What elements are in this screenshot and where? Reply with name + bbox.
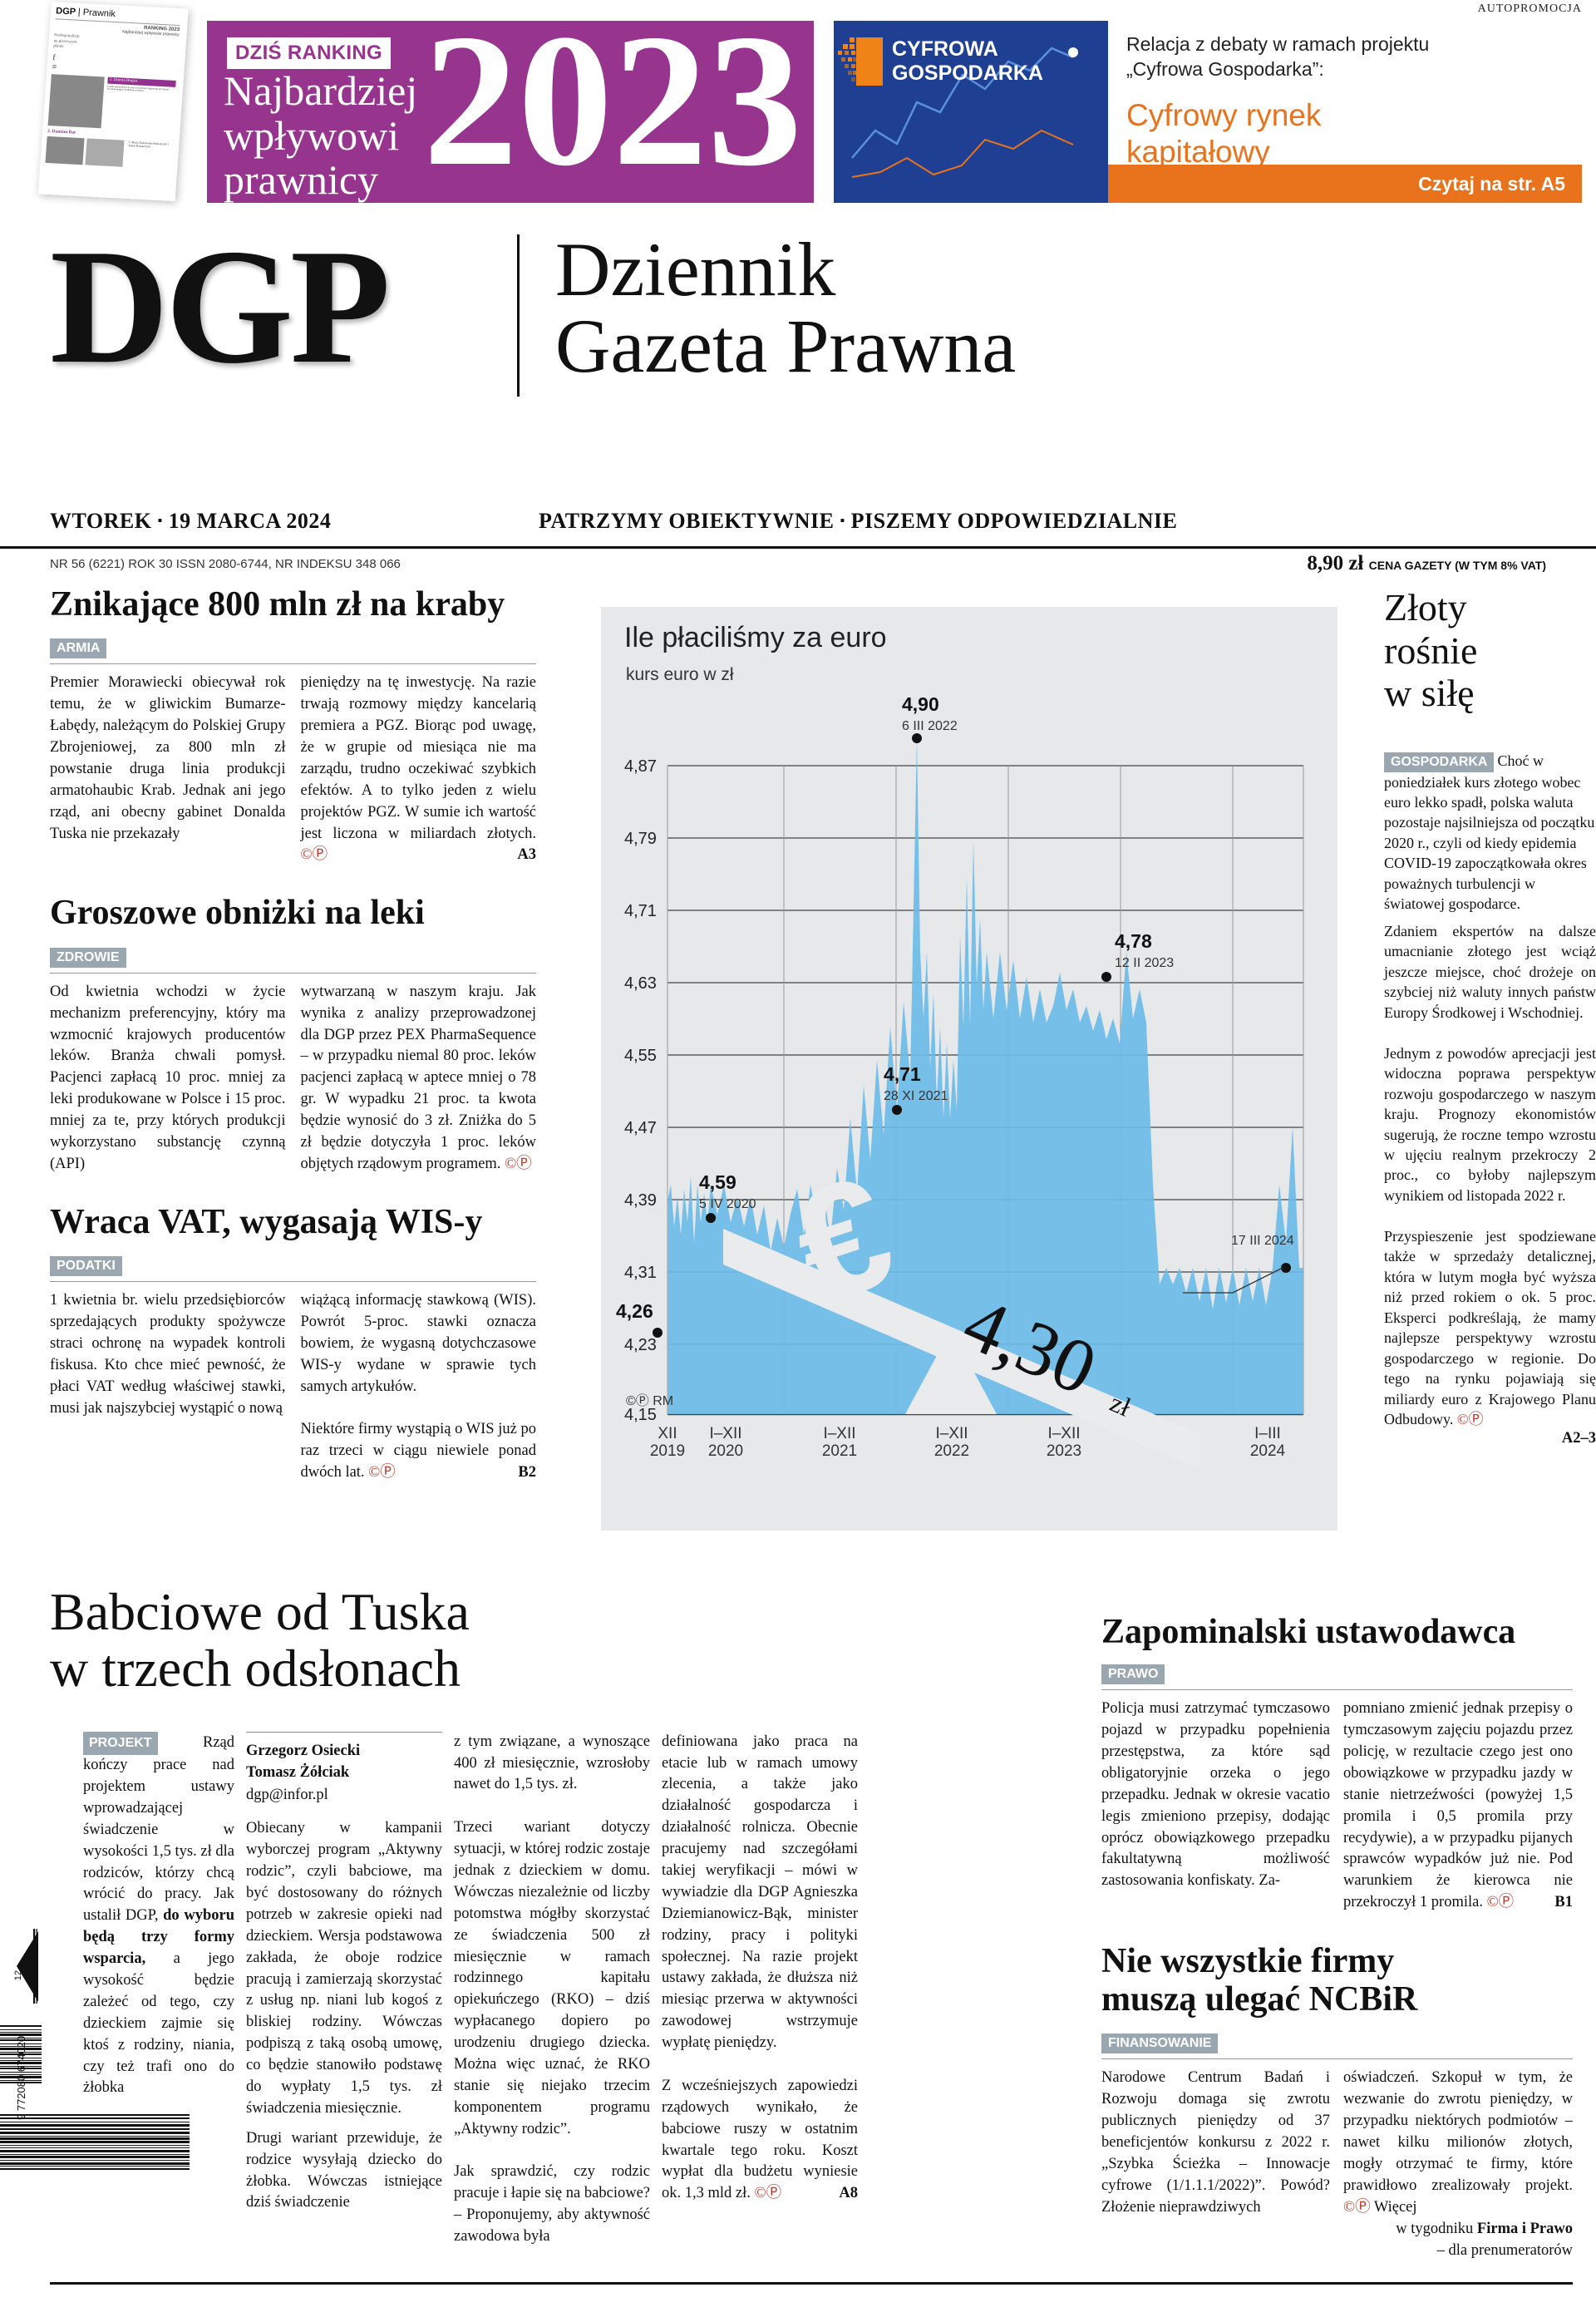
svg-text:2024: 2024 (1250, 1442, 1286, 1460)
svg-text:2021: 2021 (822, 1442, 857, 1460)
svg-text:I–XII: I–XII (935, 1425, 968, 1442)
svg-text:4,71: 4,71 (624, 902, 657, 920)
svg-text:17 III 2024: 17 III 2024 (1231, 1234, 1294, 1248)
svg-text:4,79: 4,79 (624, 830, 657, 848)
svg-text:4,71: 4,71 (884, 1063, 921, 1085)
svg-text:I–XII: I–XII (709, 1425, 741, 1442)
svg-text:4,15: 4,15 (624, 1406, 657, 1424)
svg-text:4,63: 4,63 (624, 974, 657, 993)
svg-text:6 III 2022: 6 III 2022 (902, 719, 958, 733)
svg-text:4,55: 4,55 (624, 1047, 657, 1065)
svg-text:4,59: 4,59 (699, 1171, 736, 1193)
svg-text:12 II 2023: 12 II 2023 (1115, 956, 1174, 970)
svg-text:4,47: 4,47 (624, 1119, 657, 1137)
svg-text:4,87: 4,87 (624, 757, 657, 776)
svg-text:XII: XII (658, 1425, 677, 1442)
svg-text:5 IV 2020: 5 IV 2020 (699, 1197, 756, 1211)
svg-text:I–XII: I–XII (1047, 1425, 1080, 1442)
svg-text:4,78: 4,78 (1115, 930, 1152, 952)
svg-text:2019: 2019 (650, 1442, 685, 1460)
svg-text:4,26: 4,26 (616, 1300, 653, 1322)
svg-text:4,31: 4,31 (624, 1264, 657, 1282)
svg-text:I–XII: I–XII (823, 1425, 855, 1442)
svg-text:4,23: 4,23 (624, 1336, 657, 1354)
svg-text:I–III: I–III (1254, 1425, 1281, 1442)
svg-text:2022: 2022 (934, 1442, 969, 1460)
svg-text:2020: 2020 (708, 1442, 743, 1460)
svg-text:2023: 2023 (1047, 1442, 1081, 1460)
svg-text:28 XI 2021: 28 XI 2021 (884, 1089, 948, 1103)
svg-text:4,39: 4,39 (624, 1191, 657, 1210)
svg-text:©Ⓟ RM: ©Ⓟ RM (626, 1393, 673, 1408)
svg-text:4,90: 4,90 (902, 693, 939, 715)
